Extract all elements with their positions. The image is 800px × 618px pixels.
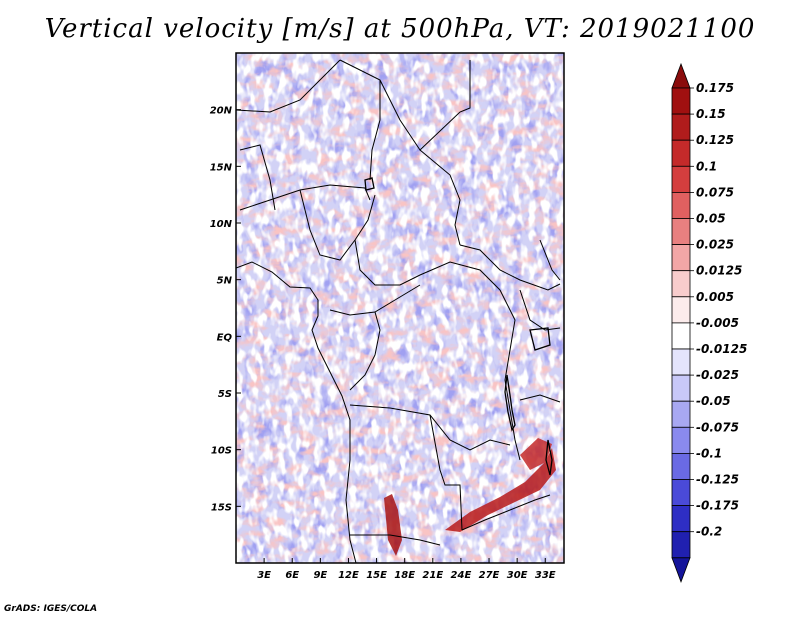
coastline-west xyxy=(236,261,357,563)
border-cam-car xyxy=(354,239,501,291)
lake-malawi xyxy=(545,439,553,476)
colorbar-swatch xyxy=(671,374,691,402)
lon-tick-label: 30E xyxy=(507,570,528,581)
lakes xyxy=(364,177,553,476)
colorbar-label: 0.005 xyxy=(696,290,734,304)
colorbar-swatch xyxy=(671,270,691,298)
strong-positive-areas xyxy=(384,438,556,556)
colorbar-swatch xyxy=(671,296,691,324)
figure-title: Vertical velocity [m/s] at 500hPa, VT: 2… xyxy=(44,14,756,44)
border-north-1 xyxy=(236,59,341,113)
border-angola-zambia xyxy=(429,414,463,531)
colorbar-label: -0.075 xyxy=(696,420,739,434)
field-white-noise xyxy=(236,53,564,563)
border-kenya xyxy=(539,239,561,281)
colorbar-swatch xyxy=(671,505,691,533)
colorbar-label: 0.1 xyxy=(696,159,717,173)
lat-tick-label: EQ xyxy=(217,332,233,343)
border-east-1 xyxy=(519,289,561,331)
lat-tick-label: 10N xyxy=(210,219,233,230)
lake-tanganyika xyxy=(504,374,516,432)
lat-tick-label: 20N xyxy=(210,106,233,117)
colorbar-label: 0.0125 xyxy=(696,264,742,278)
zambia-band xyxy=(445,448,556,532)
lon-tick-label: 3E xyxy=(257,570,271,581)
colorbar-swatch xyxy=(671,348,691,376)
lat-tick-label: 15S xyxy=(211,502,232,513)
lat-tick-label: 15N xyxy=(210,162,233,173)
angola-band xyxy=(384,494,402,556)
border-tanzania xyxy=(519,394,561,403)
border-drc-east xyxy=(499,289,521,461)
border-chad-east xyxy=(419,149,461,246)
colorbar-swatch xyxy=(671,244,691,272)
colorbar-label: -0.005 xyxy=(696,316,739,330)
colorbar-label: -0.05 xyxy=(696,394,731,408)
colorbar-swatch xyxy=(671,139,691,167)
lon-tick-label: 6E xyxy=(285,570,299,581)
border-drc-congo xyxy=(349,311,381,391)
political-borders xyxy=(236,59,561,563)
lon-tick-label: 9E xyxy=(313,570,327,581)
colorbar-bottom-arrow xyxy=(671,557,691,583)
colorbar-label: -0.025 xyxy=(696,368,739,382)
map-frame xyxy=(235,52,565,564)
colorbar-swatch xyxy=(671,87,691,115)
border-chad-niger xyxy=(369,80,381,181)
border-sudan xyxy=(459,244,561,291)
colorbar-label: 0.175 xyxy=(696,81,734,95)
longitude-axis: 3E 6E 9E 12E 15E 18E 21E 24E 27E 30E 33E xyxy=(257,558,556,581)
border-west-africa xyxy=(239,144,276,211)
lon-tick-label: 12E xyxy=(338,570,359,581)
colorbar-swatch xyxy=(671,400,691,428)
lat-tick-label: 5N xyxy=(217,276,233,287)
colorbar-swatch xyxy=(671,191,691,219)
colorbar-swatch xyxy=(671,426,691,454)
colorbar-label: -0.1 xyxy=(696,446,722,460)
colorbar-top-arrow xyxy=(671,62,691,89)
colorbar-swatch xyxy=(671,479,691,507)
lon-tick-label: 27E xyxy=(479,570,500,581)
colorbar-swatch xyxy=(671,322,691,350)
lat-tick-label: 5S xyxy=(218,389,232,400)
border-zambia-south xyxy=(461,494,551,531)
lat-tick-label: 10S xyxy=(211,446,232,457)
lon-tick-label: 21E xyxy=(422,570,443,581)
colorbar-label: -0.125 xyxy=(696,473,739,487)
colorbar-label: -0.0125 xyxy=(696,342,747,356)
lon-tick-label: 15E xyxy=(366,570,387,581)
colorbar-swatch xyxy=(671,113,691,141)
footer-credit: GrADS: IGES/COLA xyxy=(4,604,98,614)
colorbar-swatch xyxy=(671,452,691,480)
border-nigeria-cam xyxy=(299,189,376,261)
latitude-axis: 20N 15N 10N 5N EQ 5S 10S 15S xyxy=(210,106,241,513)
colorbar-swatch xyxy=(671,165,691,193)
colorbar-label: -0.2 xyxy=(696,525,722,539)
colorbar-swatch xyxy=(671,218,691,246)
mozambique-band xyxy=(520,438,552,470)
border-namibia xyxy=(350,534,441,546)
colorbar-label: 0.025 xyxy=(696,238,734,252)
colorbar-label: 0.05 xyxy=(696,212,726,226)
colorbar-swatch xyxy=(671,531,691,559)
border-angola-drc xyxy=(349,404,511,451)
colorbar-label: 0.125 xyxy=(696,133,734,147)
colorbar-label: 0.075 xyxy=(696,185,734,199)
lake-chad xyxy=(364,177,375,191)
lake-victoria xyxy=(529,327,551,351)
velocity-field xyxy=(236,53,564,563)
lon-tick-label: 18E xyxy=(394,570,415,581)
colorbar-label: -0.175 xyxy=(696,499,739,513)
colorbar: 0.175 0.15 0.125 0.1 0.075 0.05 0.025 0.0125 0.0… xyxy=(671,62,747,583)
colorbar-label: 0.15 xyxy=(696,107,726,121)
lon-tick-label: 33E xyxy=(535,570,556,581)
lon-tick-label: 24E xyxy=(451,570,472,581)
